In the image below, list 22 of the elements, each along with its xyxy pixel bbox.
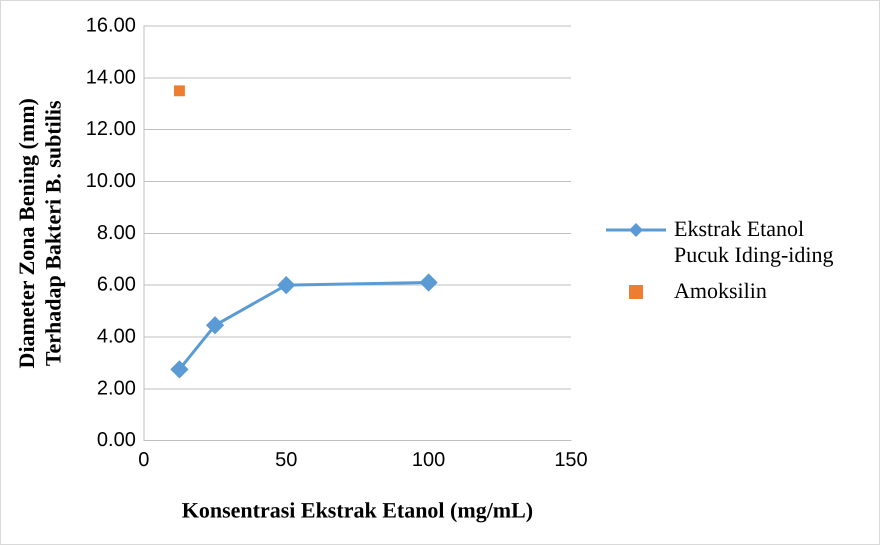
- y-tick-label: 4.00: [96, 325, 136, 348]
- x-tick-label: 100: [412, 449, 446, 472]
- y-tick-label: 10.00: [86, 170, 136, 192]
- point: [206, 316, 224, 334]
- x-tick-label: 0: [138, 449, 150, 472]
- y-tick-label: 12.00: [86, 118, 136, 140]
- point: [170, 360, 188, 378]
- point: [278, 276, 295, 294]
- point: [420, 274, 438, 292]
- y-tick-label: 0.00: [96, 429, 136, 452]
- y-tick-label: 2.00: [96, 377, 136, 400]
- point: [174, 85, 185, 96]
- y-tick-label: 6.00: [96, 274, 136, 296]
- x-axis-title: Konsentrasi Ekstrak Etanol (mg/mL): [182, 497, 534, 522]
- y-tick-label: 16.00: [86, 14, 136, 37]
- legend-label: Ekstrak Etanol Pucuk Iding-iding: [674, 216, 834, 268]
- y-tick-label: 8.00: [96, 222, 136, 244]
- y-axis-title: Diameter Zona Bening (mm) Terhadap Bakteri B. subtilis: [14, 98, 66, 368]
- legend-label: Amoksilin: [674, 278, 767, 304]
- y-tick-label: 14.00: [86, 66, 136, 88]
- x-tick-label: 50: [275, 449, 298, 472]
- x-tick-label: 150: [554, 449, 588, 472]
